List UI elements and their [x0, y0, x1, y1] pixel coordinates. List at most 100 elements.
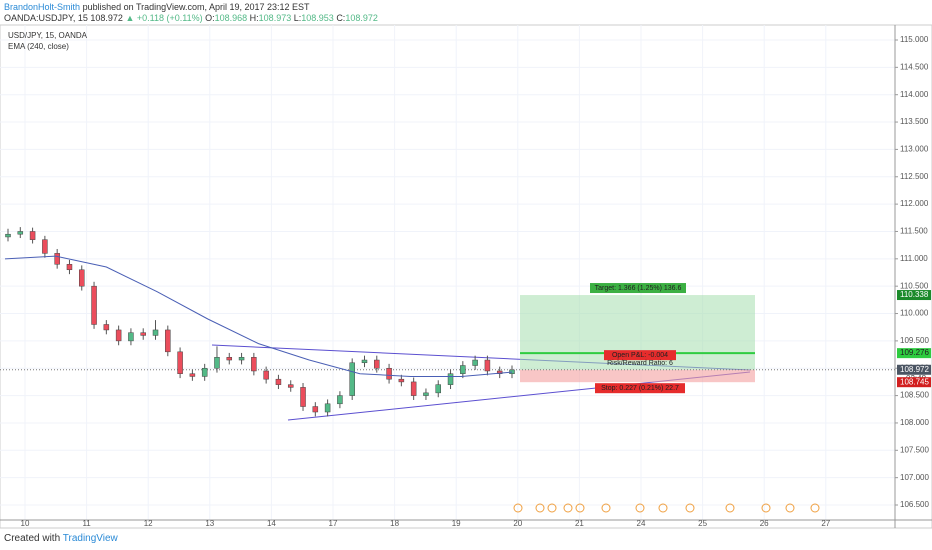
axis-last: 108.972	[900, 365, 929, 374]
axis-current-box	[897, 348, 931, 359]
candle-body	[324, 403, 331, 413]
y-tick-label: 108.500	[900, 391, 929, 400]
axis-target: 110.338	[900, 290, 929, 299]
candle-body	[238, 357, 245, 361]
candle-body	[287, 384, 294, 388]
y-tick-label: 108.000	[900, 418, 929, 427]
candle-body	[17, 231, 24, 235]
legend-symbol: USD/JPY, 15, OANDA	[8, 31, 88, 40]
candle-body	[484, 359, 491, 372]
x-tick-label: 21	[575, 519, 584, 528]
candle-body	[374, 359, 380, 369]
y-tick-label: 112.500	[900, 172, 929, 181]
event-icons	[513, 503, 820, 513]
target-label-box	[590, 283, 686, 294]
x-tick-label: 24	[637, 519, 646, 528]
x-tick-label: 27	[821, 519, 830, 528]
axis-last-box	[897, 364, 931, 375]
x-tick-label: 14	[267, 519, 276, 528]
candle-body	[337, 395, 343, 405]
y-tick-label: 110.000	[900, 309, 929, 318]
close: 108.972	[345, 13, 378, 23]
legend-ema: EMA (240, close)	[8, 42, 69, 51]
x-tick-label: 25	[698, 519, 707, 528]
x-tick-label: 19	[452, 519, 461, 528]
brand[interactable]: TradingView	[62, 533, 118, 544]
stop-zone	[520, 369, 755, 383]
candle-body	[79, 269, 85, 287]
candle-body	[275, 378, 282, 385]
candle-body	[472, 359, 478, 366]
y-tick-label: 107.000	[900, 473, 929, 482]
candle-body	[91, 285, 97, 325]
pl-label-box	[604, 350, 676, 361]
candle-body	[140, 332, 146, 336]
last: 108.972	[90, 13, 123, 23]
candle-body	[263, 370, 269, 380]
change: ▲ +0.118 (+0.11%)	[125, 13, 203, 23]
frame	[0, 24, 932, 529]
candle-body	[361, 359, 368, 364]
y-tick-label: 113.500	[900, 117, 929, 126]
header-line-2: OANDA:USDJPY, 15 108.972 ▲ +0.118 (+0.11…	[4, 13, 378, 23]
y-tick-label: 111.000	[900, 254, 928, 263]
axis-stop: 108.745	[900, 377, 929, 386]
y-tick-label: 106.500	[900, 500, 929, 509]
y-tick-label: 112.000	[900, 199, 929, 208]
candle-body	[5, 233, 11, 238]
candle-body	[447, 373, 454, 385]
created: Created with	[4, 533, 61, 544]
x-tick-label: 13	[205, 519, 214, 528]
target-label: Target: 1.366 (1.25%) 136.6	[595, 285, 682, 292]
y-tick-label: 110.500	[900, 281, 929, 290]
l-label: L:	[293, 13, 302, 23]
candle-body	[66, 264, 73, 271]
y-tick-label: 109.500	[900, 336, 929, 345]
candle-body	[410, 381, 417, 396]
y-tick-label: 111.500	[900, 227, 928, 236]
published: published on TradingView.com, April 19, …	[82, 2, 310, 12]
candle-body	[42, 239, 48, 254]
candle-body	[201, 367, 208, 377]
author[interactable]: BrandonHolt-Smith	[4, 2, 81, 12]
candle-body	[226, 357, 233, 361]
x-tick-label: 20	[513, 519, 522, 528]
candle-body	[435, 384, 441, 394]
candle-body	[189, 373, 196, 377]
candle-body	[103, 324, 110, 331]
y-tick-label: 113.000	[900, 145, 929, 154]
x-tick-label: 10	[21, 519, 30, 528]
candle-body	[460, 365, 466, 374]
candle-body	[214, 357, 220, 369]
stop-label-box	[595, 383, 685, 394]
x-tick-label: 12	[144, 519, 153, 528]
high: 108.973	[258, 13, 292, 23]
header-line-1: BrandonHolt-Smith published on TradingVi…	[4, 2, 310, 12]
candle-body	[386, 367, 392, 380]
candle-body	[251, 357, 257, 372]
axis-target-box	[897, 290, 931, 301]
candle-body	[128, 332, 134, 342]
axis-current: 109.276	[900, 348, 929, 357]
candle-body	[398, 378, 405, 383]
candle-body	[312, 406, 319, 413]
rr-label: Risk/Reward Ratio: 6	[607, 360, 673, 367]
axis-stop-box	[897, 377, 931, 388]
y-tick-label: 115.000	[900, 35, 929, 44]
candle-body	[54, 253, 60, 265]
candle-body	[165, 329, 171, 353]
symbol: OANDA:USDJPY, 15	[4, 13, 88, 23]
candle-body	[423, 392, 429, 396]
h-label: H:	[249, 13, 259, 23]
ema-line	[4, 255, 513, 377]
low: 108.953	[301, 13, 334, 23]
candle-body	[300, 387, 306, 407]
x-tick-label: 18	[390, 519, 399, 528]
o-label: O:	[205, 13, 215, 23]
candle-body	[349, 362, 355, 396]
y-tick-label: 114.500	[900, 62, 929, 71]
c-label: C:	[336, 13, 346, 23]
stop-label: Stop: 0.227 (0.21%) 22.7	[601, 385, 679, 392]
